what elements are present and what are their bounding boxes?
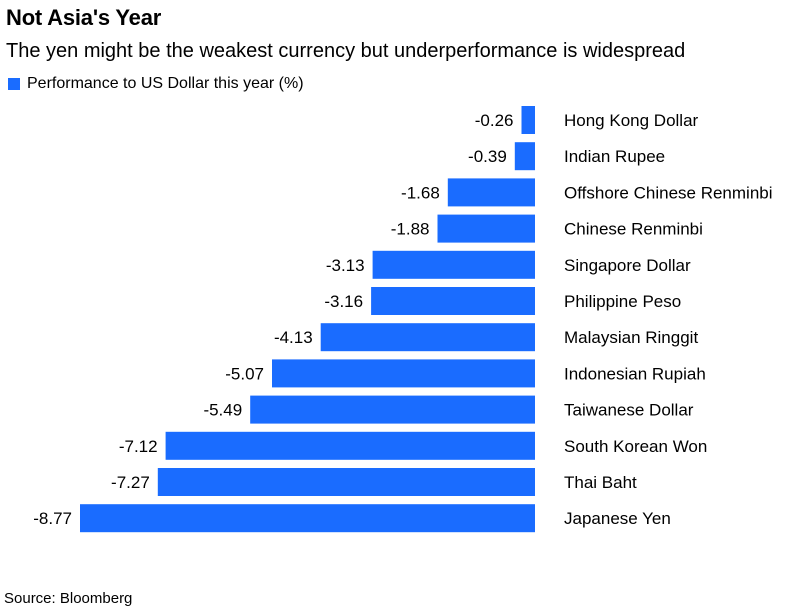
value-label: -4.13 (274, 328, 313, 347)
bar-singapore-dollar (372, 250, 535, 279)
bar-japanese-yen (80, 504, 535, 533)
value-label: -0.26 (475, 111, 514, 130)
category-label: Philippine Peso (564, 292, 681, 311)
value-label: -3.16 (324, 292, 363, 311)
category-label: Indian Rupee (564, 147, 665, 166)
category-label: Thai Baht (564, 473, 637, 492)
value-label: -3.13 (326, 256, 365, 275)
bar-hong-kong-dollar (521, 106, 535, 134)
legend-label: Performance to US Dollar this year (%) (27, 75, 304, 92)
category-label: Indonesian Rupiah (564, 364, 706, 383)
bar-indian-rupee (514, 142, 535, 171)
value-label: -1.68 (401, 183, 440, 202)
legend-swatch (8, 78, 20, 90)
bar-chinese-renminbi (437, 214, 535, 243)
bar-taiwanese-dollar (250, 395, 535, 424)
value-label: -5.49 (203, 401, 242, 420)
category-label: Taiwanese Dollar (564, 401, 694, 420)
bar-philippine-peso (371, 287, 535, 315)
category-label: Hong Kong Dollar (564, 111, 699, 130)
category-label: Offshore Chinese Renminbi (564, 183, 773, 202)
value-label: -7.12 (119, 437, 158, 456)
bar-offshore-chinese-renminbi (447, 178, 535, 207)
source-note: Source: Bloomberg (4, 590, 133, 607)
value-label: -0.39 (468, 147, 507, 166)
category-label: Singapore Dollar (564, 256, 691, 275)
value-label: -8.77 (33, 509, 72, 528)
bar-malaysian-ringgit (320, 323, 535, 352)
category-label: Chinese Renminbi (564, 220, 703, 239)
category-label: Japanese Yen (564, 509, 671, 528)
bar-south-korean-won (165, 431, 535, 460)
category-label: South Korean Won (564, 437, 707, 456)
bar-chart: -0.26 Hong Kong Dollar -0.39 Indian Rupee -1… (33, 106, 773, 533)
legend: Performance to US Dollar this year (%) (8, 75, 304, 93)
value-label: -1.88 (391, 220, 430, 239)
category-label: Malaysian Ringgit (564, 328, 698, 347)
value-label: -7.27 (111, 473, 150, 492)
bar-indonesian-rupiah (272, 359, 535, 388)
chart-title: Not Asia's Year (6, 5, 162, 30)
value-label: -5.07 (225, 364, 264, 383)
chart-subtitle: The yen might be the weakest currency bu… (6, 40, 686, 62)
bar-thai-baht (157, 468, 536, 496)
